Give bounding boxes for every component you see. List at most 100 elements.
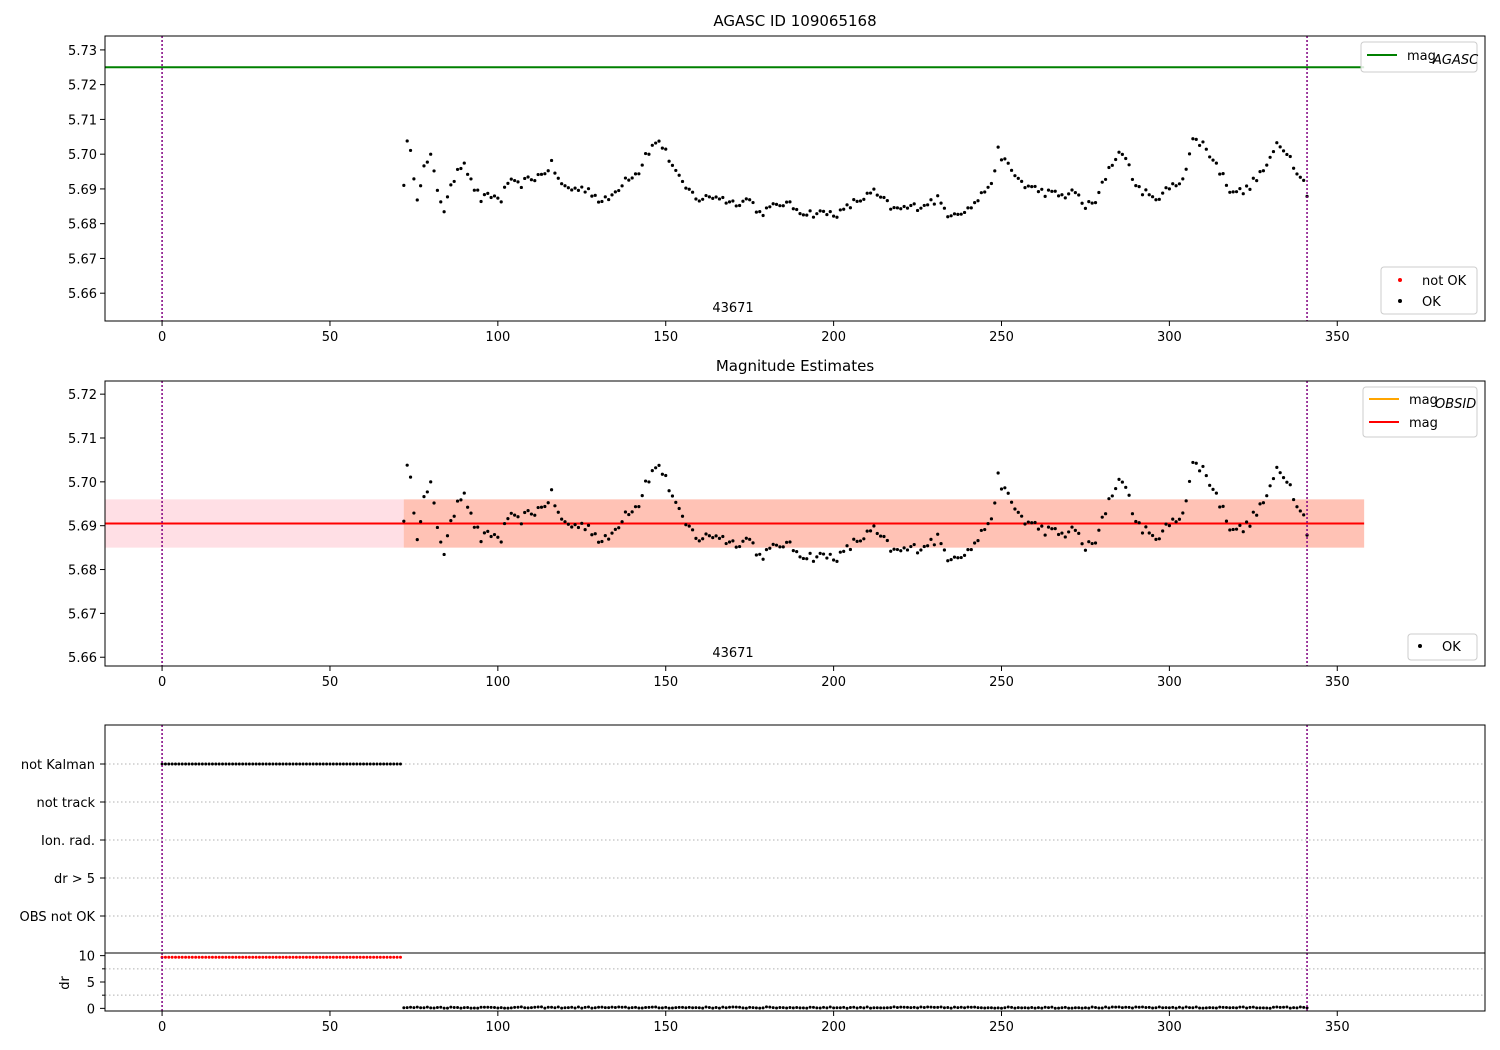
legend-subscript: OBSID	[1435, 397, 1476, 412]
flag-point	[163, 762, 167, 766]
dr-point	[1053, 1006, 1057, 1010]
dr-point	[1167, 1006, 1171, 1010]
ok-point	[670, 163, 675, 167]
ok-point	[932, 543, 936, 547]
ok-point	[1181, 177, 1185, 181]
ok-point	[1063, 196, 1067, 200]
dr-point	[573, 1006, 577, 1010]
legend-subscript: AGASC	[1432, 53, 1479, 68]
ok-point	[586, 523, 591, 527]
dr-point	[529, 1006, 533, 1010]
dr-point	[1201, 1006, 1205, 1010]
dr-point	[1238, 1005, 1242, 1009]
dr-point	[1100, 1006, 1104, 1010]
ok-point	[1292, 166, 1296, 170]
flag-point	[355, 762, 359, 766]
ok-point	[435, 525, 440, 530]
ok-point	[899, 549, 903, 553]
ok-point	[660, 472, 664, 476]
dr-point	[526, 1006, 530, 1010]
ok-point	[858, 199, 863, 203]
dr-point	[1221, 1005, 1225, 1009]
ok-point	[412, 177, 416, 181]
dr-high-point	[207, 955, 211, 959]
dr-axis-label: dr	[58, 976, 73, 990]
dr-point	[1285, 1005, 1289, 1009]
ok-point	[610, 531, 614, 535]
ok-point	[600, 539, 604, 544]
ok-point	[1033, 184, 1037, 189]
dr-high-point	[187, 955, 191, 959]
ok-point	[1003, 157, 1007, 161]
dr-ytick-label: 10	[78, 950, 95, 965]
panel3-plot-area	[105, 725, 1485, 953]
flag-point	[244, 762, 248, 766]
ok-point	[466, 505, 470, 509]
dr-point	[993, 1006, 997, 1010]
dr-point	[1097, 1006, 1101, 1010]
ok-point	[1087, 200, 1091, 204]
ok-point	[445, 195, 450, 199]
dr-point	[610, 1005, 614, 1009]
legend-label: not OK	[1422, 274, 1467, 289]
ok-point	[868, 529, 873, 533]
dr-high-point	[241, 955, 245, 959]
dr-point	[788, 1006, 792, 1010]
ok-point	[1245, 184, 1249, 188]
flag-point	[338, 762, 342, 766]
ok-point	[852, 198, 856, 202]
dr-point	[912, 1005, 916, 1009]
ok-point	[1124, 156, 1128, 161]
dr-point	[462, 1006, 466, 1010]
ok-point	[1036, 527, 1041, 531]
ok-point	[986, 522, 990, 526]
xtick-label: 50	[322, 675, 339, 690]
dr-point	[949, 1006, 953, 1010]
panel2-annotation: 43671	[712, 646, 753, 661]
dr-high-point	[271, 955, 275, 959]
ok-point	[721, 534, 725, 539]
dr-high-point	[167, 955, 171, 959]
ok-point	[1194, 461, 1198, 465]
ok-point	[895, 206, 900, 210]
ok-point	[1100, 180, 1104, 184]
ok-point	[1208, 155, 1212, 159]
flag-point	[210, 762, 214, 766]
dr-point	[1154, 1006, 1158, 1010]
ok-point	[724, 541, 728, 546]
dr-high-point	[190, 955, 194, 959]
ok-point	[848, 206, 853, 210]
category-label: not track	[36, 796, 95, 811]
ok-point	[539, 505, 544, 509]
ok-point	[1231, 527, 1235, 532]
ok-point	[1117, 150, 1121, 154]
ok-point	[704, 532, 708, 536]
ok-point	[1026, 520, 1030, 524]
ok-point	[835, 215, 839, 219]
ok-point	[1174, 520, 1178, 524]
flag-point	[200, 762, 204, 766]
ok-point	[711, 536, 715, 540]
ok-point	[526, 509, 530, 513]
ok-point	[680, 514, 685, 518]
dr-point	[419, 1006, 423, 1010]
dr-high-point	[368, 955, 372, 959]
ok-point	[845, 544, 849, 548]
ok-point	[1255, 513, 1259, 517]
ok-point	[439, 540, 443, 544]
ok-point	[640, 493, 644, 498]
ok-point	[1110, 163, 1114, 167]
dr-point	[583, 1005, 587, 1009]
dr-point	[795, 1005, 799, 1009]
ok-point	[607, 197, 611, 202]
xtick-label: 250	[989, 1020, 1014, 1035]
dr-point	[1231, 1006, 1235, 1010]
ok-point	[670, 494, 675, 498]
ok-point	[627, 512, 631, 517]
xtick-label: 250	[989, 675, 1014, 690]
ok-point	[949, 214, 953, 218]
ok-point	[523, 510, 527, 515]
ok-point	[1090, 201, 1094, 205]
ok-point	[697, 539, 701, 543]
